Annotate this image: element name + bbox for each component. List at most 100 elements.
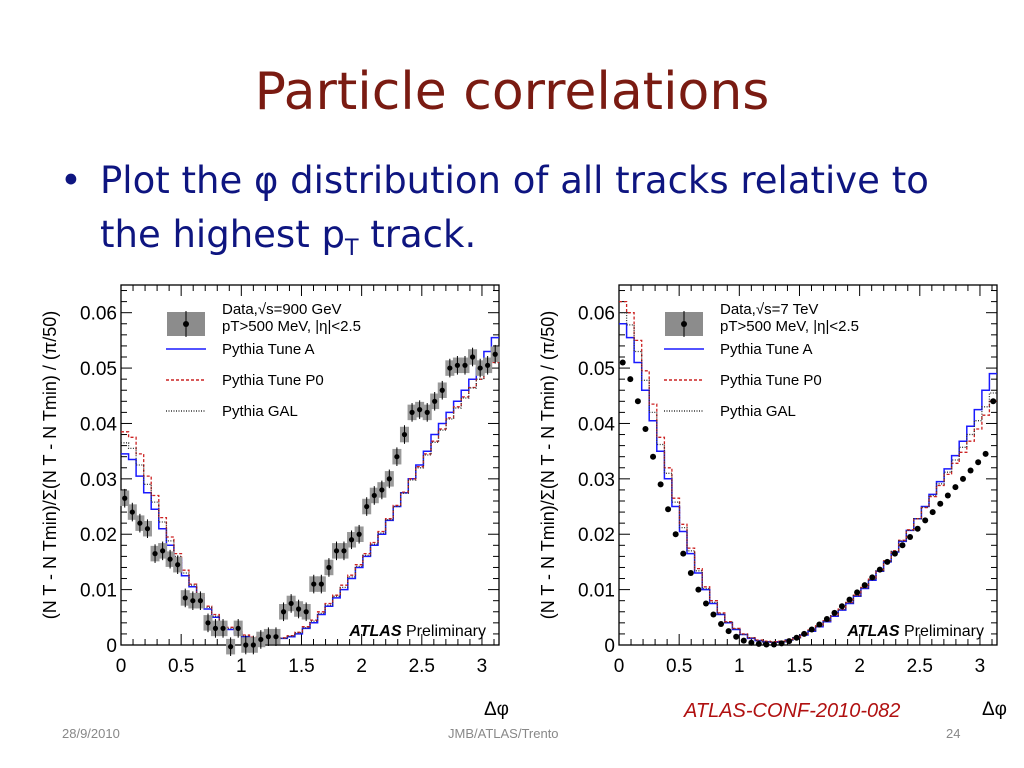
data-point: [763, 641, 770, 648]
bullet-line-2-start: the highest p: [100, 213, 345, 256]
data-point: [823, 615, 830, 622]
y-tick-label: 0: [604, 636, 615, 657]
series-line-0: [121, 336, 499, 641]
chart-left: 0 0.5 1 1.5 2 2.5 3 0 0.01 0.02 0.03 0.04 0.05 0.06 Δφ…: [40, 284, 509, 720]
data-point: [748, 639, 755, 646]
data-point: [718, 620, 725, 627]
data-point: [265, 634, 271, 640]
data-point: [394, 454, 400, 460]
preliminary-label: Preliminary: [904, 623, 984, 640]
data-point: [831, 609, 838, 616]
bullet-line-2: the highest pT track.: [100, 208, 962, 262]
data-point: [846, 596, 853, 603]
x-tick-label: 1.5: [786, 656, 812, 677]
data-point: [884, 558, 891, 565]
data-point: [273, 634, 279, 640]
y-tick-label: 0.03: [578, 470, 615, 491]
data-point: [929, 509, 936, 516]
x-tick-label: 3: [477, 656, 488, 677]
bullet-point: • Plot the φ distribution of all tracks …: [60, 154, 962, 262]
data-point: [944, 492, 951, 499]
data-point: [424, 409, 430, 415]
y-tick-label: 0.04: [80, 414, 117, 435]
x-tick-label: 2.5: [409, 656, 435, 677]
data-point: [356, 531, 362, 537]
x-tick-label: 2: [854, 656, 865, 677]
data-point: [190, 598, 196, 604]
data-point: [417, 407, 423, 413]
data-point: [228, 644, 234, 650]
data-point: [152, 551, 158, 557]
data-point: [899, 542, 906, 549]
data-point: [288, 600, 294, 607]
legend-entry-label: Pythia Tune P0: [720, 372, 822, 389]
bullet-line-1: Plot the φ distribution of all tracks re…: [100, 159, 929, 202]
chart-right: 0 0.5 1 1.5 2 2.5 3 0 0.01 0.02 0.03 0.04 0.05 0.06 Δφ…: [538, 284, 1007, 720]
data-point: [907, 534, 914, 540]
data-point: [144, 526, 151, 532]
data-point: [665, 506, 672, 513]
data-point: [891, 550, 898, 557]
legend-data-label-2: pT>500 MeV, |η|<2.5: [720, 318, 859, 335]
data-point: [619, 359, 626, 366]
data-point: [205, 620, 211, 626]
data-point: [672, 531, 679, 538]
atlas-label: ATLAS: [846, 623, 904, 640]
slide-title: Particle correlations: [254, 62, 770, 122]
x-tick-label: 2.5: [907, 656, 933, 677]
data-point: [454, 362, 461, 368]
data-point: [182, 595, 188, 601]
data-point: [235, 625, 241, 631]
legend-entry-label: Pythia Tune P0: [222, 372, 324, 389]
y-tick-label: 0.05: [80, 359, 117, 380]
y-tick-label: 0.01: [578, 581, 615, 602]
data-point: [318, 581, 324, 587]
data-point: [341, 548, 347, 554]
data-point: [793, 634, 800, 641]
data-point: [740, 637, 747, 644]
data-point: [333, 548, 340, 554]
data-point: [258, 636, 264, 643]
plot-frame: [618, 284, 998, 646]
legend-data-label: Data,√s=7 TeV: [720, 301, 818, 318]
data-point: [439, 387, 445, 393]
footer-date: 28/9/2010: [62, 726, 120, 741]
data-point: [725, 628, 732, 635]
data-point: [982, 450, 989, 457]
data-point: [680, 550, 687, 557]
data-point: [786, 638, 793, 645]
y-tick-label: 0.06: [578, 304, 615, 325]
data-point: [348, 537, 355, 543]
legend-data-marker: [681, 321, 687, 327]
data-point: [122, 495, 128, 501]
data-point: [627, 376, 634, 383]
data-point: [975, 459, 982, 466]
x-tick-label: 3: [975, 656, 986, 677]
x-tick-label: 2: [356, 656, 367, 677]
data-point: [869, 574, 876, 581]
data-point: [295, 606, 302, 612]
data-point: [838, 603, 845, 610]
data-point: [914, 525, 921, 532]
reference-note: ATLAS-CONF-2010-082: [684, 700, 901, 722]
data-point: [469, 354, 476, 360]
data-point: [967, 467, 974, 474]
bullet-line-2-end: track.: [358, 213, 477, 256]
atlas-preliminary-label: ATLAS Preliminary: [348, 623, 486, 640]
x-tick-label: 0.5: [666, 656, 692, 677]
legend-entry-label: Pythia Tune A: [222, 341, 315, 358]
x-tick-label: 1: [734, 656, 745, 677]
y-tick-label: 0.01: [80, 581, 117, 602]
bullet-line-2-subscript: T: [344, 234, 359, 261]
y-tick-label: 0.02: [578, 525, 615, 546]
data-point: [485, 362, 491, 368]
data-point: [212, 625, 219, 631]
data-point: [657, 481, 664, 488]
y-tick-label: 0.02: [80, 525, 117, 546]
data-point: [160, 548, 166, 554]
data-point: [280, 609, 287, 615]
data-point: [409, 409, 415, 415]
data-point: [364, 503, 370, 510]
data-point: [854, 589, 861, 596]
